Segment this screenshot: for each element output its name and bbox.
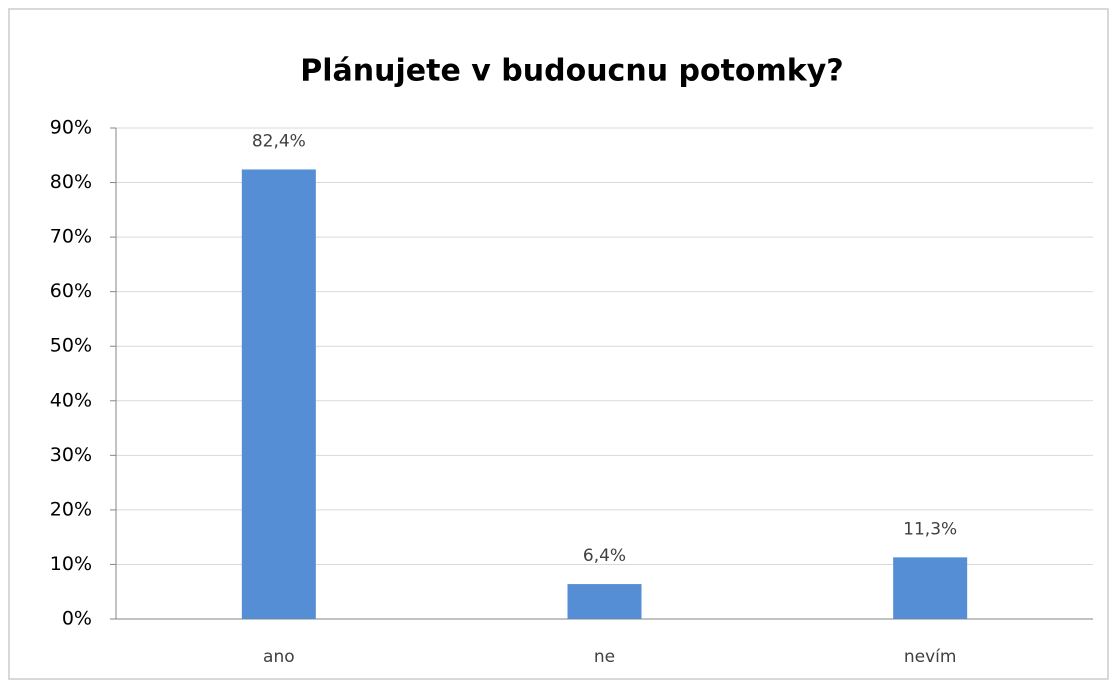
bar [241,169,316,619]
x-tick-label: ne [594,647,615,667]
value-label: 11,3% [903,519,957,539]
y-tick-label: 10% [50,553,92,575]
y-tick-label: 20% [50,498,92,520]
chart-title: Plánujete v budoucnu potomky? [300,54,843,89]
y-tick-label: 90% [50,117,92,139]
y-tick-label: 80% [50,171,92,193]
bar [893,557,968,619]
y-tick-label: 70% [50,226,92,248]
y-tick-label: 60% [50,280,92,302]
y-tick-label: 40% [50,389,92,411]
value-label: 82,4% [252,131,306,151]
y-tick-label: 0% [62,608,92,630]
value-label: 6,4% [583,546,626,566]
x-tick-label: ano [263,647,295,667]
bar [567,584,642,619]
y-tick-label: 30% [50,444,92,466]
x-tick-label: nevím [904,647,957,667]
y-tick-label: 50% [50,335,92,357]
